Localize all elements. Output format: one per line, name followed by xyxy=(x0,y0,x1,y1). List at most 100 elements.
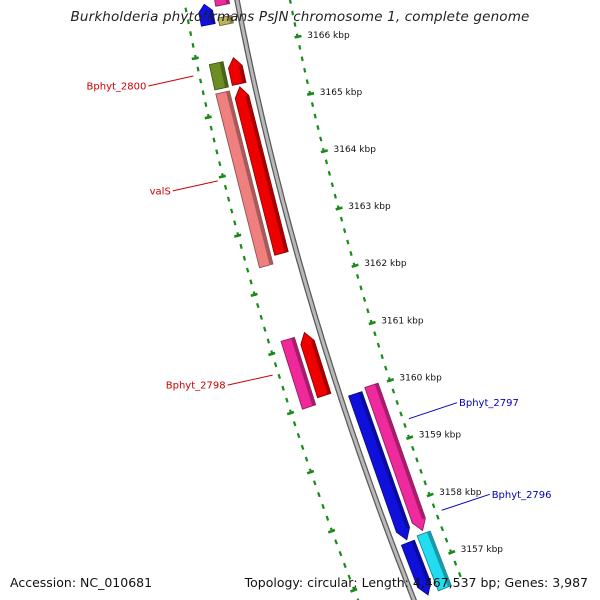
magenta-gene-plus-bevel xyxy=(374,383,426,520)
blue-gene-plus-2-bevel xyxy=(411,540,431,584)
red-gene-2-bevel xyxy=(245,95,289,253)
tick-label: 3162 kbp xyxy=(364,259,407,269)
ruler-dot xyxy=(186,19,190,25)
ruler-dot xyxy=(384,365,388,371)
ruler-dot xyxy=(380,354,384,360)
major-tick-minus xyxy=(306,469,315,475)
ruler-dot xyxy=(201,90,205,96)
ruler-dot xyxy=(223,184,228,190)
ruler-dot xyxy=(288,0,292,4)
ruler-dot xyxy=(266,338,271,344)
tick-label: 3165 kbp xyxy=(320,88,363,98)
label-leader-line xyxy=(148,75,194,87)
ruler-dot xyxy=(184,7,188,13)
top-tan-gene xyxy=(217,14,234,27)
ruler-dot xyxy=(316,125,320,130)
ruler-dot xyxy=(196,66,200,72)
pink-gene xyxy=(215,90,274,269)
backbone-line xyxy=(235,0,416,600)
olive-gene xyxy=(208,61,229,91)
red-gene-3 xyxy=(300,331,332,399)
tick-label: 3163 kbp xyxy=(348,202,391,212)
gene-label-vals: valS xyxy=(150,186,171,197)
blue-gene-plus-1 xyxy=(348,391,411,541)
ruler-dot xyxy=(218,161,222,167)
sequence-backbone-layer xyxy=(234,0,417,600)
accession-text: Accession: NC_010681 xyxy=(10,575,153,590)
ruler-dot xyxy=(291,10,295,16)
ruler-dot xyxy=(273,362,278,368)
ruler-dot xyxy=(317,492,321,498)
ruler-dot xyxy=(277,373,282,380)
ruler-dot xyxy=(296,432,301,439)
ruler-dot xyxy=(305,79,309,85)
ruler-dot xyxy=(204,102,208,108)
ruler-dot xyxy=(242,255,247,261)
tick-dot-layer xyxy=(184,0,462,600)
ruler-dot xyxy=(330,182,334,188)
ruler-dot xyxy=(189,31,193,37)
ruler-dot xyxy=(346,239,350,245)
ruler-dot xyxy=(215,149,219,155)
gene-label-bphyt_2797: Bphyt_2797 xyxy=(459,398,519,409)
pink-gene-bevel xyxy=(226,91,273,265)
ruler-dot xyxy=(338,551,343,557)
ruler-dot xyxy=(293,22,297,27)
major-tick xyxy=(351,263,359,268)
gene-feature-layer xyxy=(198,0,452,596)
top-outer-blue-gene-bevel xyxy=(209,10,216,25)
ruler-dot xyxy=(403,422,407,428)
cyan-gene xyxy=(416,530,452,592)
ruler-dot xyxy=(359,285,363,291)
ruler-dot xyxy=(313,113,317,119)
ruler-dot xyxy=(292,421,297,427)
ruler-dot xyxy=(366,308,370,314)
ruler-dot xyxy=(212,137,216,143)
major-tick-minus xyxy=(268,351,276,357)
ruler-dot xyxy=(342,562,347,569)
blue-gene-plus-2-body xyxy=(400,539,432,596)
ruler-dot xyxy=(362,296,367,302)
major-tick xyxy=(426,492,434,498)
gene-label-bphyt_2796: Bphyt_2796 xyxy=(492,490,552,501)
ruler-dot xyxy=(419,468,423,474)
ruler-dot xyxy=(325,515,330,521)
olive-gene-bevel xyxy=(219,61,229,88)
ruler-dot xyxy=(233,220,237,226)
red-gene-1-bevel xyxy=(238,65,246,84)
label-leader-line xyxy=(172,180,218,192)
major-tick xyxy=(306,91,315,96)
red-gene-1 xyxy=(228,56,247,86)
ruler-dot xyxy=(435,514,440,520)
hotpink-gene xyxy=(280,336,317,410)
ruler-dot xyxy=(230,208,234,214)
ruler-dot xyxy=(310,102,315,108)
cyan-gene-bevel xyxy=(426,531,452,587)
ruler-dot xyxy=(356,598,360,600)
blue-gene-plus-1-bevel xyxy=(358,391,410,529)
gene-label-bphyt_2800: Bphyt_2800 xyxy=(87,82,147,93)
tick-label: 3161 kbp xyxy=(381,316,424,326)
major-tick xyxy=(405,435,414,441)
ruler-dot xyxy=(304,456,309,462)
ruler-dot xyxy=(285,397,289,403)
ruler-dot xyxy=(298,44,302,50)
ruler-dot xyxy=(226,196,231,202)
ruler-dot xyxy=(399,411,403,417)
top-tan-gene-bevel xyxy=(228,15,234,24)
ruler-dot xyxy=(411,445,415,451)
ruler-dot xyxy=(423,480,427,486)
blue-gene-plus-2 xyxy=(400,539,432,596)
label-leader-line xyxy=(227,374,273,386)
major-tick-minus xyxy=(233,233,242,238)
top-outer-magenta-gene xyxy=(214,0,231,7)
gene-label-layer: Bphyt_2800 valS Bphyt_2798 Bphyt_2797 Bphyt_… xyxy=(87,75,552,511)
ruler-dot xyxy=(303,67,307,73)
ruler-dot xyxy=(245,267,250,273)
hotpink-gene-bevel xyxy=(291,337,316,406)
ruler-dot xyxy=(249,279,253,285)
major-tick xyxy=(335,206,343,211)
ruler-dot xyxy=(321,503,325,510)
major-tick-minus xyxy=(286,410,295,416)
